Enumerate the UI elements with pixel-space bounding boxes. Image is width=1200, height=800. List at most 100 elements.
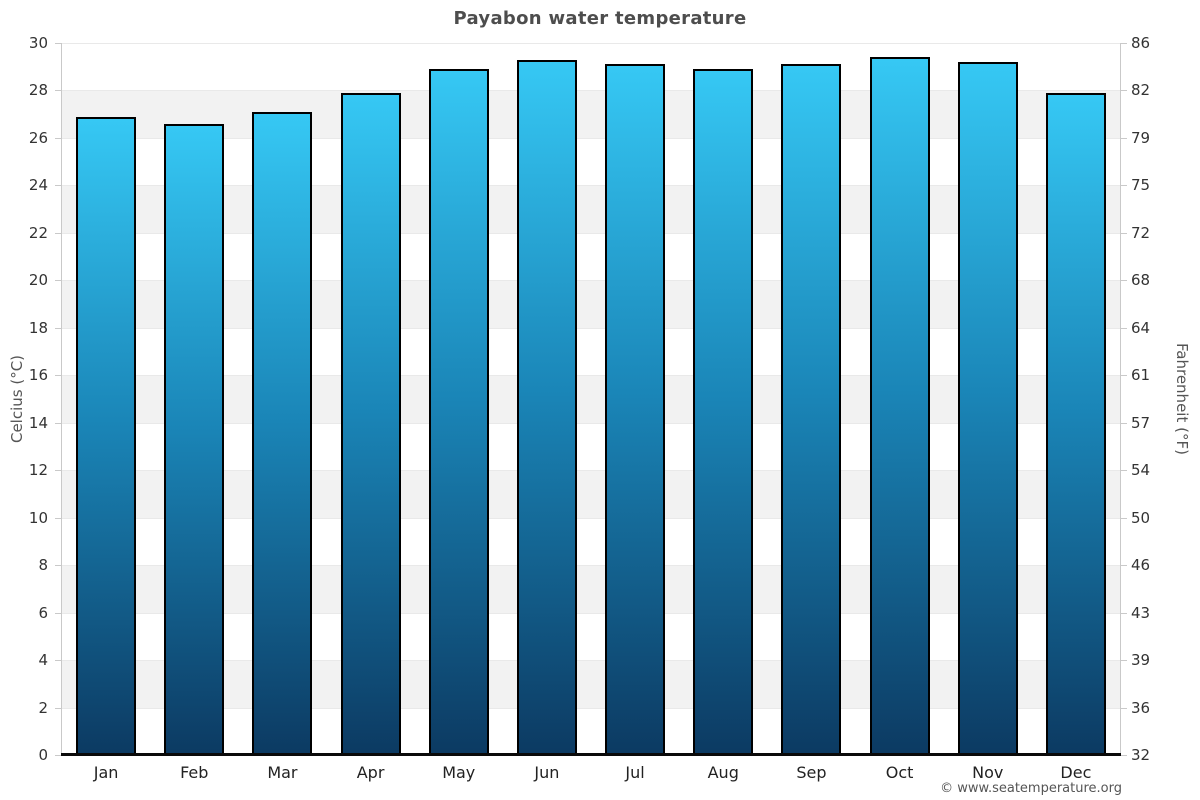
y2-axis-tick bbox=[1121, 137, 1127, 139]
footer-credit: © www.seatemperature.org bbox=[940, 781, 1122, 796]
y-axis-tick bbox=[55, 90, 61, 92]
y-axis-tick-label: 16 bbox=[28, 366, 48, 385]
x-axis-label-nov: Nov bbox=[972, 763, 1004, 782]
gridline bbox=[62, 90, 1120, 92]
y-axis-tick-label: 20 bbox=[28, 271, 48, 290]
y-axis-tick bbox=[55, 327, 61, 329]
grid-band bbox=[62, 470, 1120, 518]
y2-axis-tick bbox=[1121, 280, 1127, 282]
y-axis-tick bbox=[55, 517, 61, 519]
y2-axis-tick-label: 86 bbox=[1131, 34, 1151, 52]
y-axis-tick bbox=[55, 232, 61, 234]
gridline bbox=[62, 565, 1120, 567]
temperature-bar-oct bbox=[869, 57, 930, 755]
y-axis-tick-label: 18 bbox=[28, 318, 48, 337]
gridline bbox=[62, 280, 1120, 282]
y2-axis-tick bbox=[1121, 470, 1127, 472]
y2-axis-tick bbox=[1121, 755, 1127, 756]
temperature-bar-jun bbox=[516, 59, 577, 755]
y-axis-tick-label: 6 bbox=[38, 603, 48, 622]
y2-axis-tick bbox=[1121, 43, 1127, 44]
temperature-bar-may bbox=[428, 69, 489, 755]
y2-axis-tick-label: 32 bbox=[1131, 746, 1151, 764]
temperature-bar-apr bbox=[340, 92, 401, 755]
y-axis-tick-label: 8 bbox=[38, 556, 48, 575]
grid-band bbox=[62, 280, 1120, 328]
y-axis-tick bbox=[55, 707, 61, 709]
gridline bbox=[62, 612, 1120, 614]
y-axis-tick-label: 0 bbox=[38, 746, 48, 764]
x-axis-label-feb: Feb bbox=[180, 763, 209, 782]
grid-band bbox=[62, 90, 1120, 138]
y2-axis-tick-label: 54 bbox=[1131, 461, 1151, 480]
y2-axis-tick bbox=[1121, 90, 1127, 92]
gridline bbox=[62, 707, 1120, 709]
temperature-bar-jan bbox=[76, 116, 137, 755]
y2-axis-tick bbox=[1121, 232, 1127, 234]
y2-axis-tick-label: 36 bbox=[1131, 698, 1151, 717]
y2-axis-tick-label: 64 bbox=[1131, 318, 1151, 337]
gridline bbox=[62, 375, 1120, 377]
x-axis-label-jul: Jul bbox=[625, 763, 645, 782]
y-axis-tick-label: 2 bbox=[38, 698, 48, 717]
y2-axis-tick-label: 75 bbox=[1131, 176, 1151, 195]
y-axis-tick-label: 14 bbox=[28, 413, 48, 432]
y2-axis-tick-label: 68 bbox=[1131, 271, 1151, 290]
x-axis-label-apr: Apr bbox=[356, 763, 385, 782]
x-axis-label-mar: Mar bbox=[267, 763, 298, 782]
temperature-bar-aug bbox=[693, 69, 754, 755]
y2-axis-tick-label: 72 bbox=[1131, 223, 1151, 242]
y-axis-tick bbox=[55, 137, 61, 139]
y-axis-tick-label: 28 bbox=[28, 81, 48, 100]
temperature-bar-sep bbox=[781, 64, 842, 755]
grid-band bbox=[62, 565, 1120, 613]
gridline bbox=[62, 43, 1120, 44]
y-axis-tick-label: 26 bbox=[28, 128, 48, 147]
gridline bbox=[62, 232, 1120, 234]
y-axis-tick bbox=[55, 660, 61, 662]
y-axis-tick-label: 22 bbox=[28, 223, 48, 242]
gridline bbox=[62, 422, 1120, 424]
y-axis-tick bbox=[55, 470, 61, 472]
grid-band bbox=[62, 660, 1120, 708]
y-axis-tick bbox=[55, 755, 61, 756]
grid-band bbox=[62, 185, 1120, 233]
x-axis-label-jan: Jan bbox=[93, 763, 119, 782]
grid-band bbox=[62, 375, 1120, 423]
gridline bbox=[62, 137, 1120, 139]
y-axis-tick bbox=[55, 43, 61, 44]
y2-axis-tick bbox=[1121, 612, 1127, 614]
y2-axis-tick-label: 46 bbox=[1131, 556, 1151, 575]
y2-axis-tick-label: 43 bbox=[1131, 603, 1151, 622]
y2-axis-tick-label: 50 bbox=[1131, 508, 1151, 527]
x-axis-label-jun: Jun bbox=[534, 763, 560, 782]
y2-axis-tick bbox=[1121, 660, 1127, 662]
y2-axis-tick-label: 57 bbox=[1131, 413, 1151, 432]
gridline bbox=[62, 660, 1120, 662]
temperature-bar-jul bbox=[605, 64, 666, 755]
y2-axis-tick-label: 39 bbox=[1131, 651, 1151, 670]
x-axis-label-may: May bbox=[442, 763, 476, 782]
x-axis-label-sep: Sep bbox=[796, 763, 827, 782]
y2-axis-tick bbox=[1121, 565, 1127, 567]
plot-area bbox=[62, 43, 1120, 755]
gridline bbox=[62, 185, 1120, 187]
chart-title: Payabon water temperature bbox=[453, 8, 747, 29]
y2-axis-line bbox=[1120, 43, 1121, 755]
gridline bbox=[62, 327, 1120, 329]
y-axis-tick bbox=[55, 422, 61, 424]
temperature-bar-feb bbox=[164, 123, 225, 755]
y-axis-tick bbox=[55, 612, 61, 614]
y2-axis-tick bbox=[1121, 707, 1127, 709]
y-axis-tick bbox=[55, 565, 61, 567]
y2-axis-tick-label: 79 bbox=[1131, 128, 1151, 147]
gridline bbox=[62, 470, 1120, 472]
y2-axis-tick-label: 82 bbox=[1131, 81, 1151, 100]
y-axis-tick-label: 10 bbox=[28, 508, 48, 527]
temperature-bar-mar bbox=[252, 111, 313, 755]
y-axis-title: Celcius (°C) bbox=[8, 354, 26, 444]
temperature-bar-dec bbox=[1045, 92, 1106, 755]
y-axis-tick bbox=[55, 280, 61, 282]
y-axis-tick-label: 24 bbox=[28, 176, 48, 195]
y-axis-tick-label: 12 bbox=[28, 461, 48, 480]
